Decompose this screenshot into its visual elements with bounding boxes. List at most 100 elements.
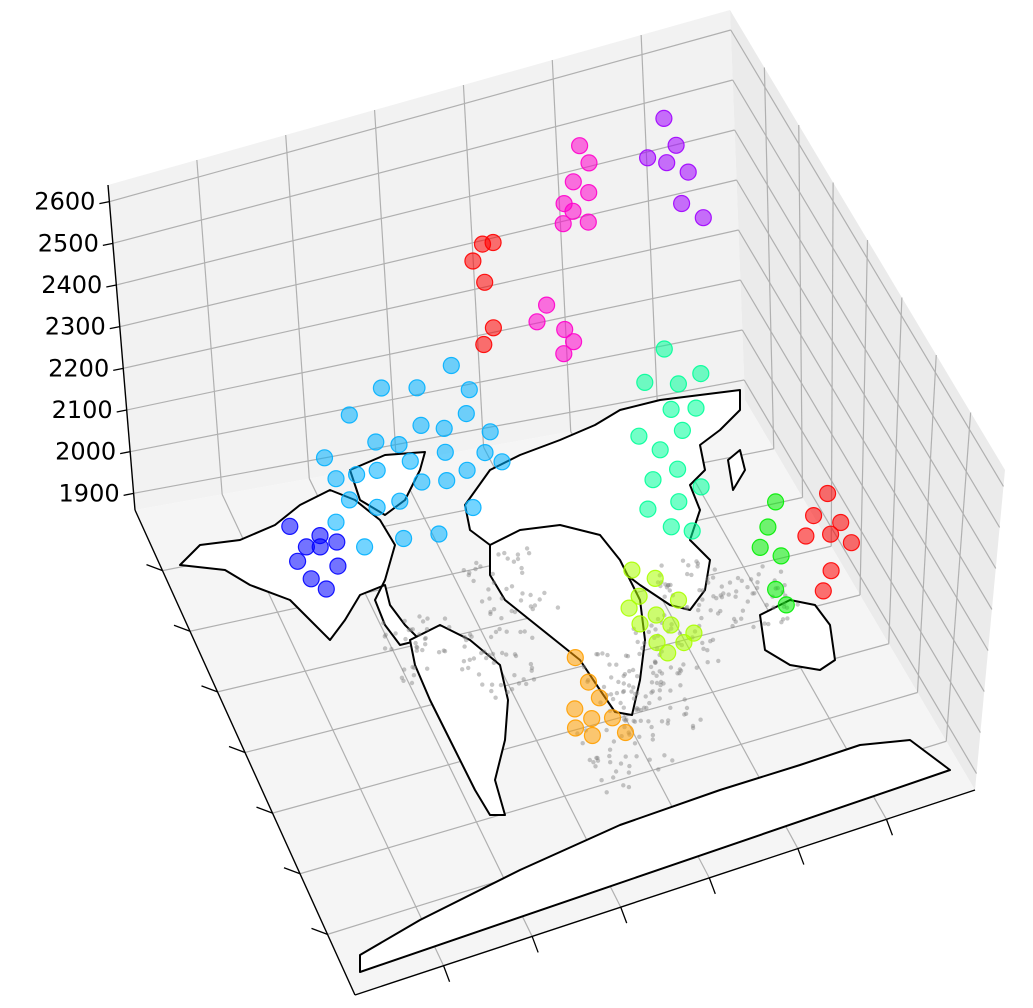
y-tick-mark: [146, 564, 163, 572]
background-point: [730, 623, 735, 629]
background-point: [718, 608, 723, 614]
data-point: [464, 498, 482, 517]
background-point: [708, 639, 713, 644]
background-point: [626, 784, 632, 790]
z-tick-mark: [120, 451, 131, 455]
south-america-shape: [409, 624, 509, 816]
background-point: [417, 632, 422, 637]
data-point: [430, 525, 448, 543]
background-point: [581, 664, 587, 670]
background-point: [490, 651, 496, 657]
background-point: [478, 564, 483, 569]
background-point: [425, 616, 430, 621]
background-point: [708, 608, 713, 613]
background-point: [700, 640, 705, 646]
background-point: [698, 717, 703, 722]
x-tick-mark: [885, 819, 894, 836]
background-point: [464, 637, 469, 643]
background-point: [752, 591, 757, 596]
background-point: [516, 681, 522, 686]
background-point: [716, 658, 721, 664]
background-point: [632, 741, 638, 746]
background-point: [509, 584, 515, 589]
back-pane: [108, 10, 745, 510]
background-point: [509, 687, 515, 692]
background-point: [528, 604, 534, 609]
background-point: [593, 764, 598, 769]
background-point: [726, 592, 731, 597]
data-point: [685, 624, 703, 642]
background-point: [654, 680, 660, 686]
data-point: [484, 319, 502, 337]
background-point: [646, 629, 651, 635]
z-grid-line: [737, 229, 989, 651]
background-point: [614, 690, 620, 696]
background-point: [684, 705, 690, 711]
side-grid-line: [916, 354, 937, 693]
z-tick-label: 2600: [34, 188, 95, 216]
data-point: [616, 723, 635, 742]
background-point: [402, 618, 407, 624]
background-point: [690, 723, 696, 729]
background-point: [668, 705, 673, 710]
data-point: [408, 379, 426, 397]
background-point: [498, 682, 504, 688]
z-tick-label: 2100: [52, 396, 113, 424]
back-grid-line: [551, 59, 572, 432]
background-point: [731, 616, 737, 622]
background-point: [518, 629, 523, 635]
background-point: [493, 629, 499, 635]
background-point: [484, 655, 489, 661]
series-8: [620, 561, 703, 662]
background-point: [632, 719, 638, 724]
background-point: [733, 594, 738, 599]
z-tick-label: 2000: [55, 438, 116, 466]
background-point: [486, 652, 492, 658]
background-point: [631, 718, 636, 724]
data-point: [579, 673, 598, 691]
data-point: [639, 500, 657, 518]
background-point: [616, 679, 621, 685]
background-point: [382, 634, 387, 639]
background-point: [399, 675, 405, 680]
data-point: [329, 557, 347, 575]
background-point: [659, 563, 664, 568]
background-point: [637, 734, 642, 739]
background-point: [480, 682, 485, 687]
data-point: [302, 570, 320, 588]
data-point: [315, 449, 334, 467]
background-point: [493, 695, 498, 700]
z-grid-line: [133, 379, 745, 494]
data-point: [580, 154, 598, 172]
background-point: [677, 671, 682, 676]
background-point: [711, 594, 716, 599]
background-point: [659, 719, 665, 724]
background-point: [580, 741, 585, 746]
data-point: [395, 529, 413, 548]
x-axis-ticks: [442, 819, 894, 982]
data-point: [391, 492, 409, 510]
background-point: [469, 634, 474, 639]
data-point: [669, 375, 688, 393]
background-point: [635, 674, 640, 679]
background-point: [610, 696, 616, 702]
background-point: [683, 711, 689, 716]
floor-grid-line: [217, 545, 832, 693]
background-point: [512, 673, 517, 678]
background-point: [488, 609, 493, 615]
background-point: [605, 652, 610, 658]
background-point: [712, 567, 717, 572]
background-point: [764, 602, 769, 608]
background-point: [677, 667, 683, 672]
data-point: [644, 471, 662, 489]
background-point: [685, 571, 690, 577]
background-point: [487, 596, 492, 601]
background-point: [640, 646, 645, 651]
data-point: [412, 416, 430, 434]
background-point: [785, 616, 790, 621]
background-point: [771, 605, 776, 610]
background-point: [497, 626, 502, 632]
data-point: [751, 538, 769, 557]
background-point: [621, 673, 626, 679]
background-point: [499, 596, 504, 601]
